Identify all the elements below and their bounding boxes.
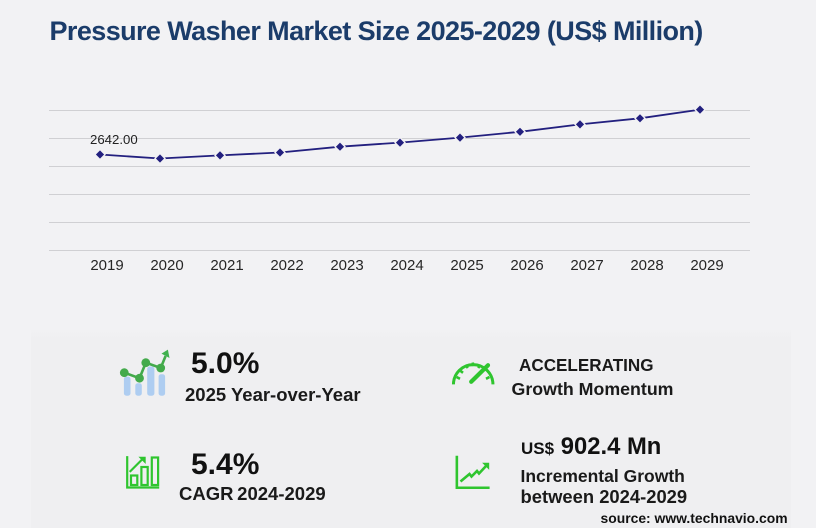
- svg-text:2021: 2021: [210, 257, 243, 274]
- svg-text:2642.00: 2642.00: [90, 132, 138, 147]
- svg-text:2026: 2026: [510, 257, 543, 274]
- svg-text:2022: 2022: [270, 257, 303, 274]
- svg-text:2019: 2019: [90, 257, 123, 274]
- svg-text:2020: 2020: [150, 257, 183, 274]
- svg-text:2029: 2029: [690, 257, 723, 274]
- svg-text:2024: 2024: [390, 257, 423, 274]
- svg-text:2028: 2028: [630, 257, 663, 274]
- svg-text:2023: 2023: [330, 257, 363, 274]
- svg-text:2025: 2025: [450, 257, 483, 274]
- svg-text:2027: 2027: [570, 257, 603, 274]
